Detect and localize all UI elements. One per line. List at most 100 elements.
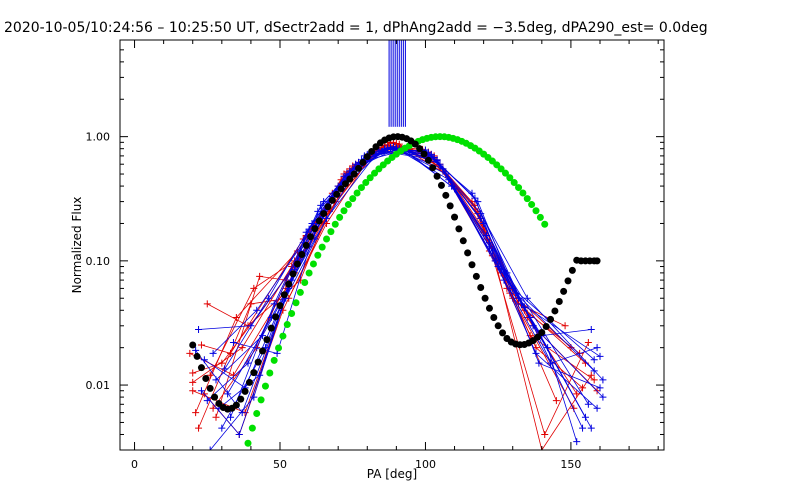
blue-sector-traces-marker <box>515 294 523 302</box>
blue-sector-traces-marker <box>500 276 508 284</box>
black-polynomial-fit-point <box>464 249 472 257</box>
green-gaussian-fit-point <box>283 321 291 329</box>
black-polynomial-fit-point <box>350 170 358 178</box>
black-polynomial-fit-point <box>285 280 293 288</box>
green-gaussian-fit-point <box>261 382 269 390</box>
blue-sector-traces-marker <box>320 198 328 206</box>
green-gaussian-fit-point <box>318 243 326 251</box>
red-sector-traces-marker <box>203 300 211 308</box>
green-gaussian-fit-point <box>497 165 505 173</box>
black-polynomial-fit-point <box>368 147 376 155</box>
blue-sector-traces-marker <box>590 367 598 375</box>
black-polynomial-fit-point <box>263 336 271 344</box>
black-polynomial-fit-point <box>538 328 546 336</box>
black-polynomial-fit-point <box>302 241 310 249</box>
black-polynomial-fit-point <box>355 164 363 172</box>
green-gaussian-fit-point <box>266 369 274 377</box>
black-polynomial-fit-point <box>468 261 476 269</box>
black-polynomial-fit-point <box>250 369 258 377</box>
black-polynomial-fit-point <box>189 341 197 349</box>
y-tick-label: 1.00 <box>86 131 111 144</box>
red-sector-traces-marker <box>189 369 197 377</box>
red-sector-traces-marker <box>256 272 264 280</box>
green-gaussian-fit-point <box>336 213 344 221</box>
red-sector-traces-marker <box>584 339 592 347</box>
blue-sector-traces-marker <box>250 393 258 401</box>
black-polynomial-fit-point <box>324 203 332 211</box>
blue-sector-traces-marker <box>206 446 214 450</box>
blue-sector-traces-marker <box>323 214 331 222</box>
blue-sector-traces-line <box>215 149 586 418</box>
blue-sector-traces-marker <box>593 344 601 352</box>
black-polynomial-fit-point <box>411 140 419 148</box>
black-polynomial-fit-point <box>197 364 205 372</box>
black-polynomial-fit-point <box>433 172 441 180</box>
black-polynomial-fit-point <box>472 272 480 280</box>
blue-sector-traces-marker <box>584 400 592 408</box>
blue-sector-traces-marker <box>209 349 217 357</box>
green-gaussian-fit-point <box>515 184 523 192</box>
blue-sector-traces-marker <box>264 294 272 302</box>
red-sector-traces-marker <box>189 378 197 386</box>
blue-sector-traces-marker <box>599 376 607 384</box>
blue-sector-traces-marker <box>317 201 325 209</box>
green-gaussian-fit-point <box>344 201 352 209</box>
green-gaussian-fit-point <box>353 189 361 197</box>
blue-sector-traces-marker <box>596 384 604 392</box>
red-sector-traces-marker <box>189 387 197 395</box>
green-gaussian-fit-point <box>506 174 514 182</box>
chart-title: 2020-10-05/10:24:56 – 10:25:50 UT, dSect… <box>4 20 708 36</box>
blue-sector-traces-line <box>218 146 595 409</box>
x-axis-label: PA [deg] <box>367 467 417 481</box>
blue-sector-traces-marker <box>433 157 441 165</box>
black-polynomial-fit-point <box>420 150 428 158</box>
black-polynomial-fit-point <box>359 158 367 166</box>
red-sector-traces-marker <box>218 359 226 367</box>
green-gaussian-fit-point <box>357 184 365 192</box>
red-sector-traces-line <box>215 149 595 418</box>
black-polynomial-fit-point <box>328 196 336 204</box>
black-polynomial-fit-point <box>211 393 219 401</box>
blue-sector-traces-marker <box>229 339 237 347</box>
blue-sector-traces-marker <box>244 359 252 367</box>
black-polynomial-fit-point <box>307 233 315 241</box>
green-gaussian-fit-point <box>305 269 313 277</box>
red-sector-traces-marker <box>206 371 214 379</box>
black-polynomial-fit-point <box>547 315 555 323</box>
blue-sector-traces-marker <box>523 294 531 302</box>
black-polynomial-fit-point <box>481 294 489 302</box>
x-tick-label: 100 <box>415 458 436 471</box>
red-sector-traces-line <box>209 143 589 436</box>
green-gaussian-fit-point <box>244 439 252 447</box>
blue-sector-traces-marker <box>477 214 485 222</box>
blue-sector-traces-marker <box>270 300 278 308</box>
blue-sector-traces-marker <box>587 424 595 432</box>
green-gaussian-fit-point <box>292 299 300 307</box>
black-polynomial-fit-point <box>593 257 601 265</box>
axis-layer: 0 50 100 150 0.01 0.10 1.00 <box>86 40 664 471</box>
blue-sector-traces-marker <box>547 359 555 367</box>
red-sector-traces-marker <box>552 397 560 405</box>
black-polynomial-fit-point <box>259 347 267 355</box>
blue-sector-traces-marker <box>203 397 211 405</box>
black-polynomial-fit-point <box>202 374 210 382</box>
black-polynomial-fit-point <box>337 185 345 193</box>
black-polynomial-fit-point <box>560 287 568 295</box>
green-gaussian-fit-point <box>327 228 335 236</box>
green-gaussian-fit-point <box>536 213 544 221</box>
plot-frame <box>119 39 665 451</box>
black-polynomial-fit-point <box>568 266 576 274</box>
blue-sector-traces-marker <box>573 438 581 446</box>
black-polynomial-fit-point <box>416 145 424 153</box>
plot-data-layer <box>186 40 607 450</box>
green-gaussian-fit-point <box>349 195 357 203</box>
black-polynomial-fit-point <box>272 313 280 321</box>
blue-sector-traces-marker <box>535 359 543 367</box>
red-sector-traces-marker <box>590 376 598 384</box>
red-sector-traces-line <box>192 142 583 389</box>
black-polynomial-fit-point <box>485 304 493 312</box>
black-polynomial-fit-point <box>346 175 354 183</box>
green-gaussian-fit-point <box>501 169 509 177</box>
blue-sector-traces-line <box>207 146 598 409</box>
black-polynomial-fit-point <box>237 395 245 403</box>
